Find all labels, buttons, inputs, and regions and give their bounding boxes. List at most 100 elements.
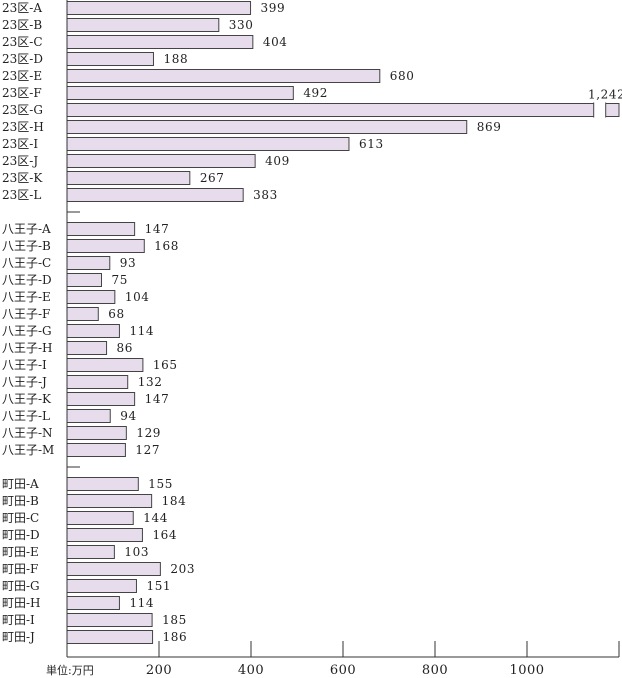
category-label: 八王子-H (2, 341, 53, 355)
value-label: 129 (136, 426, 161, 440)
value-label: 168 (154, 239, 179, 253)
value-label: 409 (265, 154, 290, 168)
bar (66, 171, 191, 185)
bar (66, 86, 294, 100)
bar (66, 443, 126, 457)
bar (66, 35, 254, 49)
value-label: 267 (200, 171, 225, 185)
category-label: 23区-C (2, 35, 43, 49)
value-label: 164 (152, 528, 177, 542)
value-label: 144 (143, 511, 168, 525)
bar (66, 579, 137, 593)
bar (66, 613, 153, 627)
category-label: 町田-F (2, 562, 38, 576)
bar (66, 1, 252, 15)
category-label: 23区-F (2, 86, 42, 100)
value-label: 94 (120, 409, 136, 423)
value-label: 203 (170, 562, 195, 576)
category-label: 八王子-K (2, 392, 52, 406)
value-label: 185 (162, 613, 187, 627)
value-label: 184 (162, 494, 187, 508)
category-label: 23区-A (2, 1, 42, 15)
value-label: 383 (253, 188, 278, 202)
bar (66, 409, 111, 423)
bar (66, 341, 108, 355)
category-label: 23区-I (2, 137, 38, 151)
category-label: 八王子-J (2, 375, 47, 389)
category-label: 八王子-N (2, 426, 53, 440)
bar (66, 137, 350, 151)
bar (66, 307, 99, 321)
category-label: 町田-J (2, 630, 35, 644)
category-label: 八王子-B (2, 239, 51, 253)
category-label: 町田-G (2, 579, 40, 593)
category-label: 町田-H (2, 596, 41, 610)
value-label: 613 (359, 137, 384, 151)
value-label: 132 (138, 375, 163, 389)
bar (66, 239, 145, 253)
value-label: 93 (120, 256, 136, 270)
x-tick-label: 1000 (509, 663, 544, 678)
category-label: 町田-D (2, 528, 40, 542)
bar (66, 18, 220, 32)
bar (66, 426, 127, 440)
bar (66, 630, 154, 644)
bar (66, 511, 134, 525)
bar (66, 392, 136, 406)
value-label: 186 (163, 630, 188, 644)
bar (66, 188, 244, 202)
category-label: 23区-E (2, 69, 42, 83)
category-label: 23区-H (2, 120, 44, 134)
bar (66, 222, 136, 236)
bar (66, 545, 115, 559)
bar (66, 324, 120, 338)
category-label: 八王子-C (2, 256, 51, 270)
bar (66, 528, 143, 542)
value-label: 127 (135, 443, 160, 457)
value-label: 1,242 (588, 88, 622, 102)
category-label: 町田-B (2, 494, 39, 508)
bar (66, 103, 620, 117)
category-label: 町田-E (2, 545, 39, 559)
category-label: 23区-B (2, 18, 42, 32)
category-label: 23区-J (2, 154, 38, 168)
category-label: 八王子-D (2, 273, 52, 287)
bar (66, 596, 120, 610)
bar (66, 375, 129, 389)
x-tick-label: 800 (422, 663, 448, 678)
category-label: 23区-L (2, 188, 41, 202)
category-label: 23区-G (2, 103, 43, 117)
bar (66, 52, 154, 66)
value-label: 147 (145, 222, 170, 236)
x-tick-label: 600 (330, 663, 356, 678)
category-label: 八王子-A (2, 222, 51, 236)
value-label: 68 (108, 307, 124, 321)
category-label: 八王子-M (2, 443, 54, 457)
value-label: 155 (148, 477, 173, 491)
bar (66, 120, 468, 134)
bar (66, 562, 161, 576)
value-label: 330 (229, 18, 254, 32)
bar (66, 494, 153, 508)
bar (66, 477, 139, 491)
value-label: 188 (163, 52, 188, 66)
value-label: 103 (124, 545, 149, 559)
category-label: 町田-I (2, 613, 35, 627)
value-label: 165 (153, 358, 178, 372)
category-label: 町田-C (2, 511, 39, 525)
bar (66, 154, 256, 168)
value-label: 404 (263, 35, 288, 49)
value-label: 114 (129, 324, 154, 338)
category-label: 23区-K (2, 171, 43, 185)
x-tick-label: 200 (146, 663, 172, 678)
bar (66, 290, 116, 304)
value-label: 680 (390, 69, 415, 83)
category-label: 八王子-L (2, 409, 50, 423)
value-label: 147 (145, 392, 170, 406)
category-label: 町田-A (2, 477, 39, 491)
value-label: 114 (129, 596, 154, 610)
category-label: 八王子-F (2, 307, 50, 321)
value-label: 151 (146, 579, 171, 593)
value-label: 399 (261, 1, 286, 15)
